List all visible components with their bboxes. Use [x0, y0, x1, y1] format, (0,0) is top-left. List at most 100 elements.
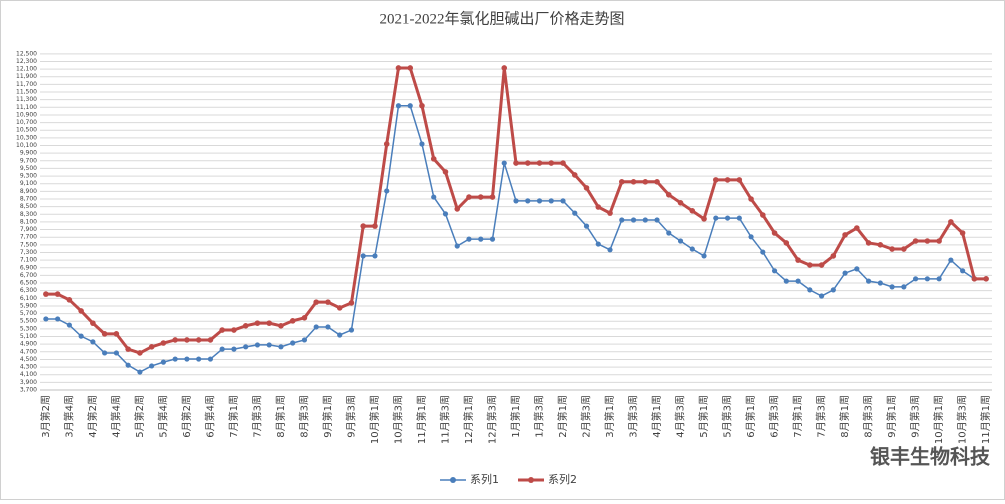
point	[125, 346, 131, 352]
point	[372, 253, 378, 259]
x-tick-label: 3月第1周	[603, 395, 616, 438]
x-tick-label: 7月第1周	[227, 395, 240, 438]
point	[830, 253, 837, 259]
point	[783, 278, 789, 284]
point	[830, 287, 836, 293]
point	[642, 217, 648, 223]
point	[701, 253, 707, 259]
x-tick-label: 8月第1周	[274, 395, 287, 438]
point	[924, 276, 930, 282]
point	[572, 210, 578, 216]
point	[207, 337, 214, 343]
x-tick-label: 4月第1周	[650, 395, 663, 438]
point	[325, 324, 331, 330]
y-tick-label: 10,100	[16, 142, 37, 149]
y-tick-label: 7,100	[20, 257, 37, 264]
y-tick-label: 8,500	[20, 203, 37, 210]
point	[736, 177, 743, 183]
point	[348, 327, 355, 333]
point	[278, 344, 284, 350]
point	[536, 160, 543, 166]
point	[489, 236, 496, 242]
x-tick-label: 3月第3周	[627, 395, 640, 438]
point	[665, 191, 672, 198]
point	[290, 340, 296, 346]
point	[948, 257, 954, 263]
point	[560, 198, 566, 204]
x-tick-label: 6月第2周	[180, 395, 193, 438]
x-tick-label: 5月第1周	[697, 395, 710, 438]
point	[548, 160, 555, 166]
x-tick-label: 2月第1周	[556, 395, 569, 438]
point	[207, 356, 214, 362]
point	[78, 333, 84, 339]
point	[407, 65, 414, 71]
y-tick-label: 8,700	[20, 195, 37, 202]
point	[583, 185, 590, 191]
point	[701, 216, 707, 222]
point	[913, 276, 919, 282]
point	[266, 320, 272, 326]
point	[936, 276, 942, 282]
x-tick-label: 12月第1周	[462, 395, 475, 444]
point	[854, 225, 860, 231]
y-tick-label: 7,300	[20, 249, 37, 256]
point	[877, 242, 884, 248]
point	[348, 300, 355, 306]
y-tick-label: 10,500	[16, 127, 37, 134]
point	[795, 278, 801, 284]
point	[313, 324, 319, 330]
legend-marker	[528, 477, 534, 483]
y-tick-label: 11,300	[16, 96, 37, 103]
y-tick-label: 4,100	[20, 371, 37, 378]
point	[583, 223, 590, 229]
point	[419, 102, 425, 109]
x-tick-label: 7月第3周	[250, 395, 263, 438]
point	[337, 332, 343, 338]
point	[607, 210, 613, 216]
point	[983, 276, 989, 282]
point	[301, 314, 308, 321]
x-tick-label: 9月第3周	[909, 395, 922, 438]
y-tick-label: 4,500	[20, 356, 37, 363]
point	[560, 160, 566, 166]
point	[689, 208, 696, 214]
x-tick-label: 8月第3周	[862, 395, 875, 438]
point	[748, 196, 754, 202]
point	[571, 172, 578, 178]
x-tick-label: 2月第3周	[580, 395, 593, 438]
point	[266, 342, 272, 348]
y-tick-label: 7,900	[20, 226, 37, 233]
point	[818, 262, 825, 268]
x-tick-label: 5月第4周	[156, 395, 169, 438]
x-tick-label: 5月第3周	[721, 395, 734, 438]
point	[854, 266, 860, 272]
point	[818, 293, 825, 299]
point	[971, 276, 978, 282]
point	[713, 215, 719, 221]
point	[795, 257, 801, 263]
point	[395, 65, 402, 71]
point	[760, 249, 766, 255]
y-tick-label: 11,700	[16, 81, 37, 88]
y-tick-label: 9,100	[20, 180, 37, 187]
x-tick-label: 11月第1周	[415, 395, 428, 444]
point	[54, 291, 61, 297]
point	[513, 160, 519, 166]
y-tick-label: 10,700	[16, 119, 37, 126]
point	[301, 337, 308, 343]
y-tick-label: 11,500	[16, 89, 37, 96]
point	[642, 178, 649, 185]
point	[877, 280, 883, 286]
y-tick-label: 3,700	[20, 387, 37, 394]
point	[689, 246, 695, 252]
point	[102, 350, 108, 356]
point	[454, 243, 460, 249]
point	[160, 340, 167, 346]
point	[478, 236, 484, 242]
point	[513, 198, 519, 204]
y-tick-label: 7,500	[20, 241, 37, 248]
point	[172, 337, 178, 343]
point	[231, 346, 237, 352]
point	[419, 141, 425, 147]
